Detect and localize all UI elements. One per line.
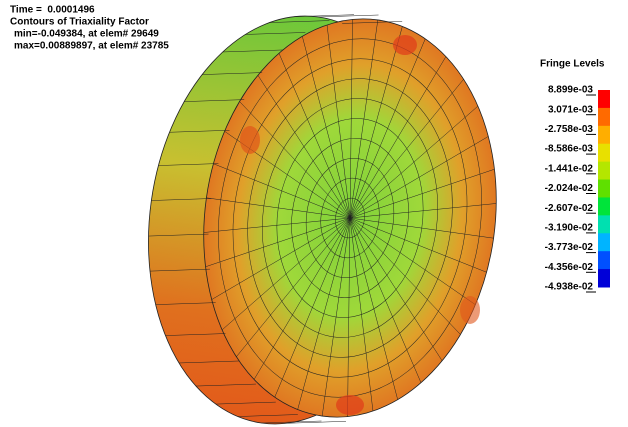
fringe-level: -2.758e-03 [545,124,594,135]
legend: Fringe Levels 8.899e-03 3.071e-03 -2.758e-… [540,59,610,293]
mesh-line [319,15,379,17]
contour-title: Contours of Triaxiality Factor [10,17,149,28]
color-swatch [598,233,610,251]
fringe-level: 3.071e-03 [548,104,593,115]
fringe-level: -4.356e-02 [545,262,594,273]
max-label: max=0.00889897, at elem# 23785 [14,41,169,52]
color-swatch [598,197,610,215]
fringe-level: -1.441e-02 [545,163,594,174]
color-swatch [598,180,610,198]
color-swatch [598,251,610,269]
color-swatch [598,90,610,108]
color-swatch [598,126,610,144]
fringe-level: 8.899e-03 [548,85,593,96]
screenshot: Time = 0.0001496 Contours of Triaxiality… [0,0,628,427]
color-swatch [598,162,610,180]
fringe-level: -4.938e-02 [545,282,594,293]
color-swatch [598,215,610,233]
fringe-level: -3.190e-02 [545,223,594,234]
color-swatch [598,144,610,162]
fringe-level: -3.773e-02 [545,242,594,253]
color-swatch [598,108,610,126]
time-label: Time = 0.0001496 [10,5,95,16]
min-label: min=-0.049384, at elem# 29649 [14,29,159,40]
fringe-level: -2.024e-02 [545,183,594,194]
header: Time = 0.0001496 Contours of Triaxiality… [10,5,169,52]
fringe-level: -2.607e-02 [545,203,594,214]
fringe-level: -8.586e-03 [545,144,594,155]
disk-render [123,0,522,427]
color-swatch [598,269,610,287]
legend-title: Fringe Levels [540,59,605,70]
